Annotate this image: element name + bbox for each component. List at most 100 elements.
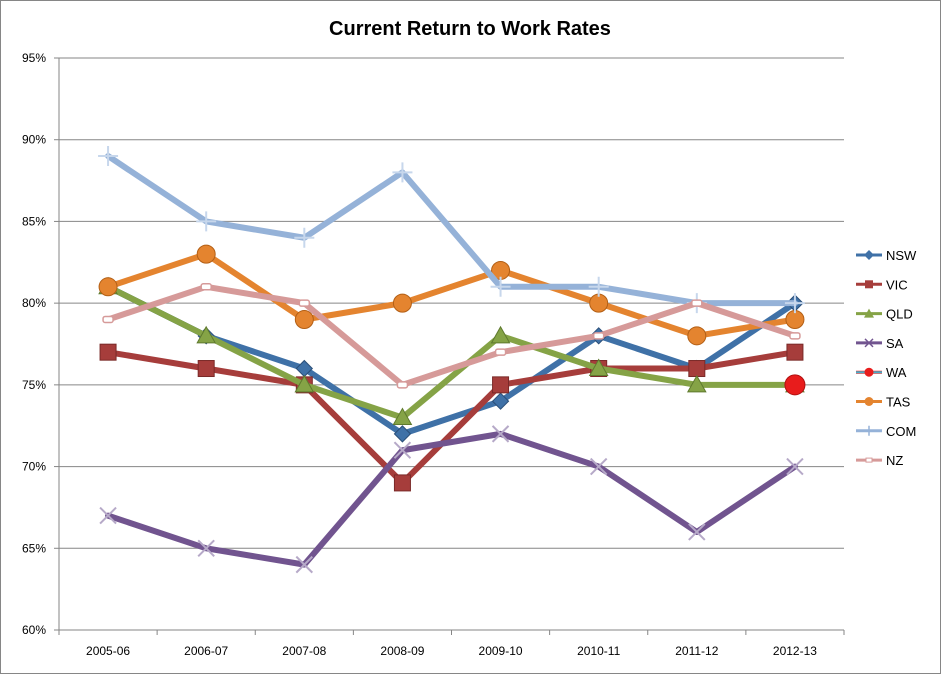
y-tick-label: 80% (22, 296, 46, 310)
data-point-vic (99, 343, 117, 361)
y-tick-label: 85% (22, 214, 46, 228)
data-point-sa (197, 539, 215, 557)
legend-label: WA (886, 365, 907, 380)
legend-marker (864, 308, 874, 318)
x-tick-label: 2010-11 (577, 644, 620, 658)
x-tick-label: 2009-10 (479, 644, 523, 658)
data-point-nz (396, 381, 409, 389)
data-point-vic (786, 343, 804, 361)
legend-marker (864, 367, 874, 377)
data-point-nz (494, 348, 507, 356)
legend-marker (864, 250, 874, 260)
data-point-vic (197, 360, 215, 378)
data-point-vic (492, 376, 510, 394)
data-point-nz (200, 283, 212, 291)
x-tick-label: 2007-08 (282, 644, 326, 658)
legend-marker (865, 457, 873, 463)
legend-item-vic: VIC (856, 277, 908, 292)
series-nz (102, 283, 801, 389)
legend-item-com: COM (856, 424, 916, 439)
data-point-com (392, 162, 413, 183)
data-point-qld (588, 358, 609, 377)
data-point-tas (196, 244, 216, 264)
series-lines (98, 146, 806, 574)
series-wa (784, 374, 806, 396)
data-point-tas (785, 309, 805, 329)
y-tick-label: 95% (22, 51, 46, 65)
data-point-qld (392, 407, 413, 426)
data-point-qld (196, 325, 217, 344)
legend-label: SA (886, 336, 904, 351)
legend-item-sa: SA (856, 336, 904, 351)
axes: 60% 65% 70% 75% 80% 85% 90% 95% 2005-06 2006-07 20… (22, 51, 845, 658)
data-point-com (784, 293, 805, 314)
data-point-nz (298, 299, 311, 307)
legend-label: VIC (886, 277, 908, 292)
series-line-qld (105, 283, 798, 421)
legend-marker (865, 280, 873, 289)
data-point-nsw (491, 392, 510, 410)
data-point-nz (691, 299, 703, 307)
legend-marker (864, 425, 874, 436)
legend-label: NSW (886, 248, 917, 263)
data-point-sa (491, 425, 510, 443)
y-tick-label: 65% (22, 541, 46, 555)
data-point-qld (294, 374, 315, 393)
data-point-wa (784, 374, 806, 396)
data-point-vic (393, 474, 411, 492)
data-point-nz (789, 332, 801, 340)
data-point-tas (392, 293, 412, 313)
data-point-com (196, 211, 217, 232)
legend-marker (864, 397, 874, 406)
data-point-tas (589, 293, 609, 313)
data-point-tas (687, 326, 707, 346)
chart-title: Current Return to Work Rates (329, 18, 611, 40)
legend-marker (864, 338, 874, 348)
data-point-com (294, 227, 315, 248)
data-point-qld (686, 374, 707, 393)
series-line-sa (105, 430, 798, 568)
legend-label: COM (886, 424, 916, 439)
data-point-sa (295, 555, 314, 574)
data-point-vic (688, 360, 706, 378)
legend-item-nsw: NSW (856, 248, 917, 263)
series-line-com (105, 153, 798, 307)
series-line-vic (105, 349, 798, 486)
data-point-sa (393, 441, 412, 459)
data-point-tas (294, 309, 314, 329)
series-sa (99, 425, 804, 574)
legend: NSW VIC QLD SA WA TAS COM NZ (856, 248, 917, 468)
x-tick-label: 2012-13 (773, 644, 817, 658)
data-point-nsw (393, 425, 412, 443)
series-tas (98, 244, 805, 346)
y-tick-label: 60% (22, 623, 46, 637)
y-tick-label: 70% (22, 460, 46, 474)
data-point-tas (98, 277, 118, 297)
legend-label: TAS (886, 395, 911, 410)
x-tick-label: 2006-07 (184, 644, 228, 658)
legend-item-tas: TAS (856, 395, 911, 410)
data-point-sa (589, 457, 608, 476)
data-point-sa (688, 523, 706, 541)
legend-item-qld: QLD (856, 307, 913, 322)
data-point-qld (490, 325, 511, 344)
data-point-nz (592, 332, 605, 340)
y-tick-label: 75% (22, 378, 46, 392)
data-point-com (98, 146, 119, 167)
legend-item-nz: NZ (856, 453, 903, 468)
data-point-sa (99, 506, 117, 525)
data-point-com (490, 276, 511, 297)
data-point-nz (102, 315, 114, 324)
y-tick-label: 90% (22, 133, 46, 147)
x-tick-label: 2008-09 (380, 644, 424, 658)
series-line-nz (105, 283, 798, 388)
data-point-com (588, 276, 609, 297)
x-tick-label: 2005-06 (86, 644, 130, 658)
legend-item-wa: WA (856, 365, 907, 380)
series-line-tas (105, 251, 798, 339)
x-tick-label: 2011-12 (675, 644, 718, 658)
gridlines (59, 57, 844, 549)
legend-label: NZ (886, 453, 903, 468)
